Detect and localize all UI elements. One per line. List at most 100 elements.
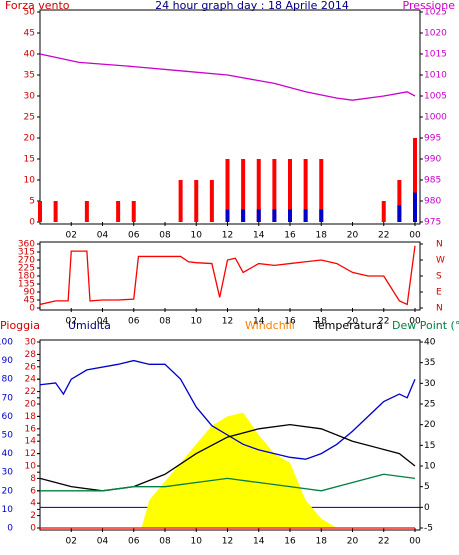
y2-tick-label: 985 [424, 176, 441, 186]
x-tick-label: 12 [222, 231, 233, 241]
wind-bar [288, 159, 292, 222]
y-tick-label: 28 [25, 350, 37, 360]
wind-bar [413, 192, 417, 222]
x-tick-label: 06 [128, 537, 140, 547]
wind-bar [116, 201, 121, 222]
y-tick-label: 10 [25, 462, 37, 472]
wind-bar [256, 209, 261, 222]
y-tick-label: 45 [24, 296, 35, 306]
y2-tick-label: N [436, 304, 443, 314]
pressure-label: Pressione [403, 0, 456, 12]
wind-bar [131, 201, 136, 222]
y-tick-label: 35 [24, 71, 35, 81]
y2-tick-label: 5 [424, 482, 430, 492]
windchill-label: Windchill [245, 319, 295, 332]
x-tick-label: 08 [159, 231, 171, 241]
y-tick-label: 90 [24, 288, 36, 298]
y-tick-label: 20 [25, 400, 37, 410]
wind-bar [397, 180, 402, 222]
y2-tick-label: -5 [424, 524, 433, 534]
y-tick-label: 2 [30, 511, 36, 521]
y-tick-label: 15 [24, 155, 35, 165]
y3-tick-label: 30 [2, 468, 14, 478]
wind-bar [225, 209, 230, 222]
y-tick-label: 4 [30, 499, 36, 509]
y2-tick-label: S [436, 272, 442, 282]
y2-tick-label: 1010 [424, 71, 447, 81]
y-tick-label: 5 [29, 197, 35, 207]
y-tick-label: 24 [25, 375, 37, 385]
y2-tick-label: 40 [424, 338, 436, 348]
y2-tick-label: 1015 [424, 50, 447, 60]
y-tick-label: 45 [24, 29, 35, 39]
y-tick-label: 25 [24, 113, 35, 123]
x-tick-label: 02 [66, 537, 77, 547]
wind-bar [272, 159, 277, 222]
x-tick-label: 02 [66, 231, 77, 241]
y-tick-label: 10 [24, 176, 36, 186]
y3-tick-label: 100 [0, 338, 13, 348]
y-tick-label: 315 [18, 248, 35, 258]
wind-bar [319, 159, 324, 222]
x-tick-label: 20 [347, 317, 359, 327]
y3-tick-label: 70 [2, 393, 14, 403]
y2-tick-label: 25 [424, 400, 435, 410]
y2-tick-label: 0 [424, 503, 430, 513]
x-tick-label: 04 [97, 537, 109, 547]
wind-bar [256, 159, 261, 222]
y-tick-label: 180 [18, 272, 35, 282]
y2-tick-label: 1000 [424, 113, 447, 123]
wind-bar [178, 180, 183, 222]
y-tick-label: 0 [30, 524, 36, 534]
wind-bar [241, 159, 246, 222]
y-tick-label: 22 [25, 387, 36, 397]
wind-bar [413, 138, 417, 222]
y2-tick-label: 1020 [424, 29, 447, 39]
y-tick-label: 270 [18, 256, 35, 266]
wind-bar [38, 201, 42, 222]
wind-bar [272, 209, 277, 222]
wind-bar [303, 159, 308, 222]
x-tick-label: 04 [97, 231, 109, 241]
y-tick-label: 8 [30, 474, 36, 484]
y3-tick-label: 80 [2, 375, 14, 385]
y-tick-label: 20 [24, 134, 36, 144]
y3-tick-label: 50 [2, 431, 14, 441]
wind-bar [53, 201, 58, 222]
y3-tick-label: 60 [2, 412, 14, 422]
y-tick-label: 50 [24, 8, 36, 18]
wind-bar [225, 159, 230, 222]
y2-tick-label: 980 [424, 197, 441, 207]
y2-tick-label: 15 [424, 441, 435, 451]
y-tick-label: 30 [25, 338, 37, 348]
y2-tick-label: N [436, 240, 443, 250]
humidity-label: Umidita [68, 319, 111, 332]
x-tick-label: 18 [316, 231, 328, 241]
x-tick-label: 08 [159, 537, 171, 547]
y2-tick-label: 10 [424, 462, 436, 472]
x-tick-label: 20 [347, 537, 359, 547]
y-tick-label: 0 [29, 304, 35, 314]
x-tick-label: 00 [409, 231, 421, 241]
series-line [39, 53, 416, 101]
y2-tick-label: W [436, 256, 445, 266]
x-tick-label: 22 [378, 537, 389, 547]
temperature-label: Temperatura [312, 319, 383, 332]
wind-bar [84, 201, 89, 222]
y-tick-label: 135 [18, 280, 35, 290]
x-tick-label: 04 [97, 317, 109, 327]
wind-bar [288, 209, 292, 222]
x-tick-label: 12 [222, 537, 233, 547]
wind-bar [194, 180, 199, 222]
x-tick-label: 14 [253, 537, 265, 547]
y-tick-label: 26 [25, 362, 37, 372]
y2-tick-label: 30 [424, 379, 436, 389]
y-tick-label: 18 [25, 412, 37, 422]
y2-tick-label: 1025 [424, 8, 447, 18]
y-tick-label: 30 [24, 92, 36, 102]
wind-bar [319, 209, 324, 222]
y3-tick-label: 40 [2, 449, 14, 459]
y-tick-label: 0 [29, 218, 35, 228]
series-line [39, 359, 416, 460]
